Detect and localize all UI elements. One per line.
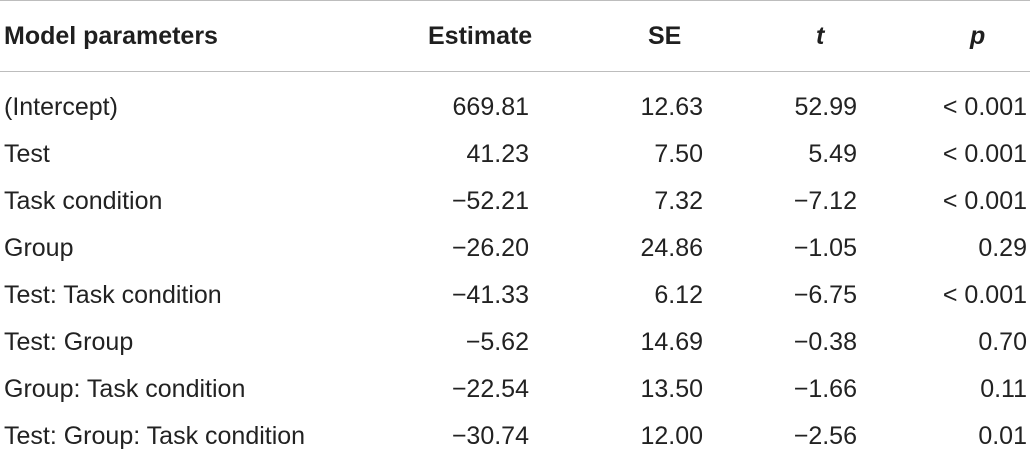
row-se: 14.69 <box>640 328 703 356</box>
table-row: (Intercept) 669.81 12.63 52.99 < 0.001 <box>0 84 1030 131</box>
row-se: 13.50 <box>640 375 703 403</box>
table-header-rule <box>0 71 1030 72</box>
row-parameter: Group <box>4 234 74 262</box>
row-estimate: 41.23 <box>466 140 529 168</box>
row-p: < 0.001 <box>942 140 1027 168</box>
table-row: Task condition −52.21 7.32 −7.12 < 0.001 <box>0 178 1030 225</box>
row-estimate: −22.54 <box>451 375 529 403</box>
row-parameter: (Intercept) <box>4 93 118 121</box>
row-parameter: Task condition <box>4 187 163 215</box>
row-t: −7.12 <box>793 187 857 215</box>
table-top-rule <box>0 0 1030 1</box>
row-parameter: Test: Group <box>4 328 134 356</box>
row-t: −2.56 <box>793 422 857 450</box>
row-se: 12.63 <box>640 93 703 121</box>
row-t: 52.99 <box>794 93 857 121</box>
header-model-parameters: Model parameters <box>4 22 218 50</box>
row-parameter: Group: Task condition <box>4 375 246 403</box>
row-estimate: 669.81 <box>452 93 529 121</box>
row-estimate: −30.74 <box>451 422 529 450</box>
row-t: −0.38 <box>793 328 857 356</box>
row-estimate: −26.20 <box>451 234 529 262</box>
header-estimate: Estimate <box>428 22 533 50</box>
row-t: −6.75 <box>793 281 857 309</box>
header-se: SE <box>648 22 682 50</box>
row-parameter: Test: Task condition <box>4 281 222 309</box>
row-estimate: −41.33 <box>451 281 529 309</box>
table-header-row: Model parameters Estimate SE t p <box>0 13 1030 60</box>
row-t: −1.05 <box>793 234 857 262</box>
row-p: < 0.001 <box>942 93 1027 121</box>
row-p: 0.70 <box>978 328 1027 356</box>
row-se: 7.32 <box>654 187 703 215</box>
header-p: p <box>970 22 986 50</box>
row-se: 24.86 <box>640 234 703 262</box>
row-estimate: −52.21 <box>451 187 529 215</box>
row-p: 0.01 <box>978 422 1027 450</box>
row-parameter: Test: Group: Task condition <box>4 422 306 450</box>
row-se: 7.50 <box>654 140 703 168</box>
table-row: Test 41.23 7.50 5.49 < 0.001 <box>0 131 1030 178</box>
row-p: < 0.001 <box>942 187 1027 215</box>
row-se: 6.12 <box>654 281 703 309</box>
row-estimate: −5.62 <box>465 328 529 356</box>
table-row: Group −26.20 24.86 −1.05 0.29 <box>0 225 1030 272</box>
table-row: Test: Task condition −41.33 6.12 −6.75 <… <box>0 272 1030 319</box>
row-parameter: Test <box>4 140 50 168</box>
row-t: −1.66 <box>793 375 857 403</box>
table-row: Test: Group −5.62 14.69 −0.38 0.70 <box>0 319 1030 366</box>
table-row: Group: Task condition −22.54 13.50 −1.66… <box>0 366 1030 413</box>
row-p: 0.29 <box>978 234 1027 262</box>
row-p: < 0.001 <box>942 281 1027 309</box>
row-t: 5.49 <box>808 140 857 168</box>
header-t: t <box>816 22 825 50</box>
table-row: Test: Group: Task condition −30.74 12.00… <box>0 413 1030 460</box>
row-p: 0.11 <box>980 375 1027 403</box>
row-se: 12.00 <box>640 422 703 450</box>
